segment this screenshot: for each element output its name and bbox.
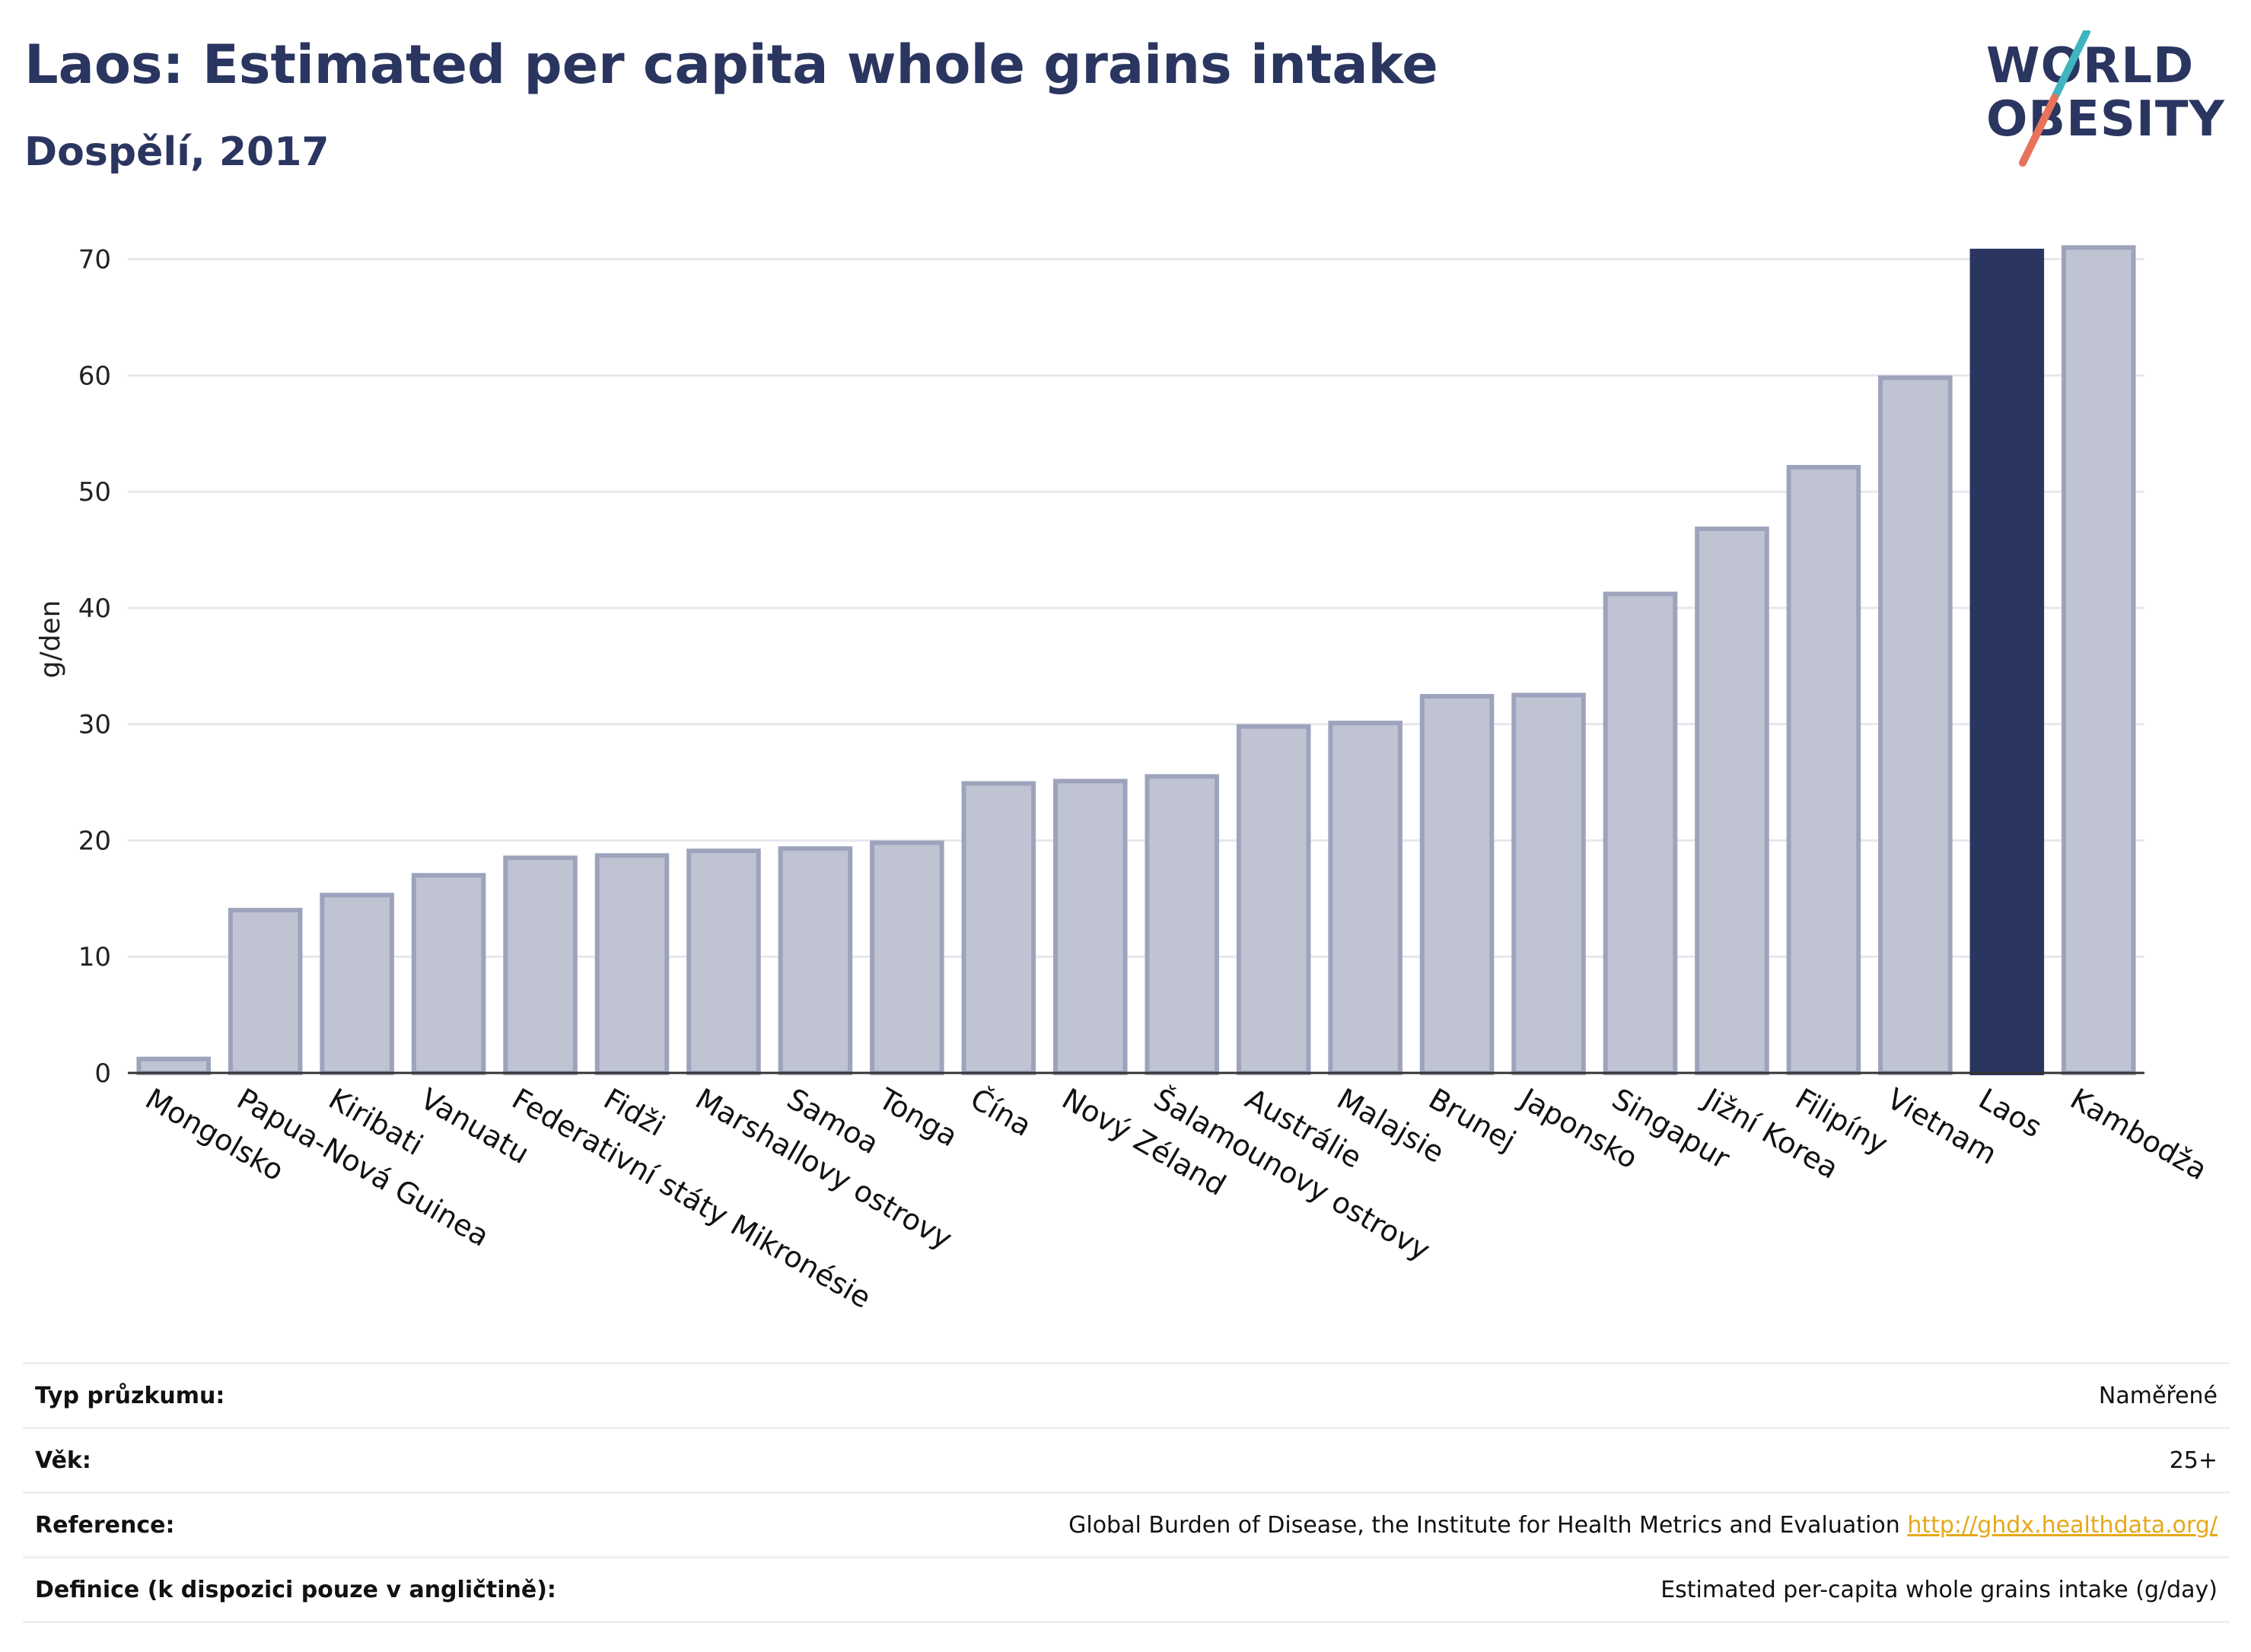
- info-row-survey-type: Typ průzkumu: Naměřené: [23, 1362, 2230, 1427]
- bar: [1969, 248, 2045, 1076]
- info-row-definition: Definice (k dispozici pouze v angličtině…: [23, 1556, 2230, 1623]
- bar: [686, 848, 761, 1075]
- bar: [411, 873, 486, 1075]
- info-row-age: Věk: 25+: [23, 1427, 2230, 1491]
- info-label: Definice (k dispozici pouze v angličtině…: [35, 1576, 556, 1603]
- bar: [778, 846, 853, 1076]
- logo-line-world: WORLD: [1986, 38, 2195, 94]
- bar: [961, 781, 1036, 1075]
- x-tick-label: Tonga: [872, 1081, 963, 1153]
- logo-slash-icon: [2019, 30, 2090, 167]
- info-value: 25+: [2169, 1447, 2218, 1474]
- bar: [1878, 375, 1953, 1075]
- bar: [1695, 527, 1769, 1075]
- info-label: Typ průzkumu:: [35, 1382, 225, 1409]
- info-row-reference: Reference: Global Burden of Disease, the…: [23, 1491, 2230, 1556]
- y-tick-label: 70: [78, 245, 111, 275]
- bar: [1786, 465, 1861, 1075]
- bar: [1419, 694, 1495, 1075]
- y-tick-label: 60: [78, 361, 111, 391]
- info-table: Typ průzkumu: Naměřené Věk: 25+ Referenc…: [23, 1362, 2230, 1623]
- info-label: Věk:: [35, 1447, 91, 1474]
- bar: [594, 853, 670, 1075]
- bar: [1511, 692, 1586, 1075]
- bar: [1145, 774, 1220, 1076]
- y-tick-label: 50: [78, 477, 111, 508]
- y-tick-label: 0: [94, 1058, 111, 1089]
- logo-line-obesity: OBESITY: [1986, 91, 2225, 148]
- chart-title: Laos: Estimated per capita whole grains …: [24, 33, 1438, 96]
- bar: [136, 1056, 211, 1075]
- info-value-reference: Global Burden of Disease, the Institute …: [1068, 1512, 2230, 1539]
- bar: [2062, 245, 2136, 1075]
- bar-chart: 010203040506070g/denMongolskoPapua-Nová …: [35, 245, 2213, 1315]
- info-value: Naměřené: [2098, 1382, 2218, 1409]
- bar: [1328, 721, 1402, 1076]
- bar: [228, 908, 303, 1075]
- bar: [1603, 591, 1678, 1075]
- bar: [1236, 724, 1311, 1075]
- bar: [870, 840, 944, 1075]
- bar: [503, 855, 578, 1075]
- bar: [320, 893, 394, 1075]
- x-tick-label: Čína: [965, 1082, 1037, 1143]
- y-tick-label: 20: [78, 826, 111, 856]
- y-tick-label: 30: [78, 710, 111, 740]
- y-tick-label: 10: [78, 942, 111, 972]
- bar: [1053, 778, 1128, 1075]
- chart-subtitle: Dospělí, 2017: [24, 129, 330, 175]
- y-tick-label: 40: [78, 594, 111, 624]
- info-value: Estimated per-capita whole grains intake…: [1660, 1576, 2218, 1603]
- reference-link[interactable]: http://ghdx.healthdata.org/: [1907, 1511, 2218, 1539]
- x-tick-label: Kambodža: [2065, 1082, 2213, 1187]
- world-obesity-logo[interactable]: WORLD OBESITY: [1986, 30, 2237, 167]
- reference-text: Global Burden of Disease, the Institute …: [1068, 1511, 1900, 1539]
- y-axis-label: g/den: [35, 600, 66, 679]
- info-label: Reference:: [35, 1511, 175, 1539]
